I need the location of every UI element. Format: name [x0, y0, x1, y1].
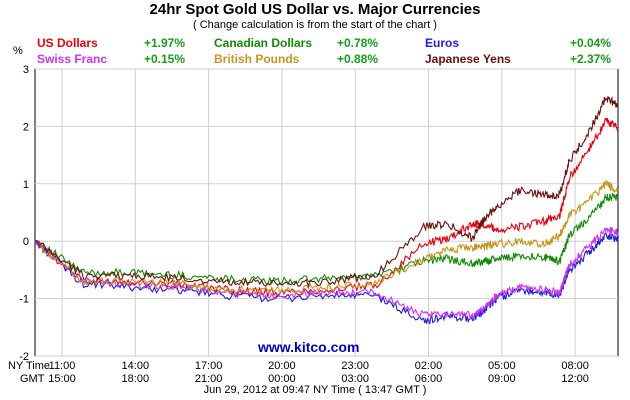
series-line-british-pounds	[34, 180, 619, 296]
series-line-swiss-franc	[34, 227, 619, 320]
timestamp-line: Jun 29, 2012 at 09:47 NY Time ( 13:47 GM…	[203, 384, 427, 396]
legend-value-eur: +0.04%	[569, 36, 611, 50]
x-tick-label-gmt: 21:00	[195, 373, 223, 385]
series-line-canadian-dollars	[34, 193, 619, 286]
legend-name-eur: Euros	[425, 36, 460, 50]
y-tick-label: -2	[19, 351, 29, 363]
x-tick-label-ny: 17:00	[195, 360, 223, 372]
legend-value-gbp: +0.88%	[336, 52, 378, 66]
watermark-url: www.kitco.com	[258, 339, 360, 355]
x-tick-label-gmt: 06:00	[415, 373, 443, 385]
legend-name-usd: US Dollars	[37, 36, 98, 50]
y-axis-unit: %	[13, 45, 23, 57]
legend-value-cad: +0.78%	[336, 36, 378, 50]
legend-name-cad: Canadian Dollars	[214, 36, 313, 50]
x-tick-label-ny: 23:00	[341, 360, 369, 372]
y-tick-label: 0	[23, 236, 29, 248]
x-tick-label-gmt: 03:00	[341, 373, 369, 385]
y-tick-label: 1	[23, 179, 29, 191]
x-tick-label-ny: 14:00	[122, 360, 150, 372]
x-tick-label-gmt: 18:00	[122, 373, 150, 385]
x-tick-label-ny: 11:00	[49, 360, 76, 372]
gmt-label: GMT	[20, 373, 45, 385]
legend-name-chf: Swiss Franc	[37, 52, 108, 66]
x-tick-label-gmt: 12:00	[561, 373, 589, 385]
series-line-japanese-yens	[34, 95, 619, 289]
x-tick-label-gmt: 09:00	[488, 373, 516, 385]
chart-title: 24hr Spot Gold US Dollar vs. Major Curre…	[149, 1, 481, 18]
legend-value-usd: +1.97%	[143, 36, 185, 50]
chart-subtitle: ( Change calculation is from the start o…	[193, 19, 437, 31]
y-tick-label: 3	[23, 64, 29, 76]
ny-time-label: NY Time	[8, 360, 50, 372]
legend-name-gbp: British Pounds	[214, 52, 300, 66]
x-tick-label-ny: 02:00	[415, 360, 443, 372]
plot-frame	[34, 68, 619, 357]
x-tick-label-gmt: 00:00	[268, 373, 296, 385]
x-tick-label-ny: 20:00	[268, 360, 296, 372]
legend-value-jpy: +2.37%	[569, 52, 611, 66]
legend-value-chf: +0.15%	[143, 52, 185, 66]
legend-name-jpy: Japanese Yens	[425, 52, 511, 66]
x-tick-label-gmt: 15:00	[48, 373, 76, 385]
x-tick-label-ny: 05:00	[488, 360, 516, 372]
y-tick-label: 2	[23, 121, 29, 133]
x-tick-label-ny: 08:00	[561, 360, 589, 372]
y-tick-label: -1	[19, 294, 29, 306]
